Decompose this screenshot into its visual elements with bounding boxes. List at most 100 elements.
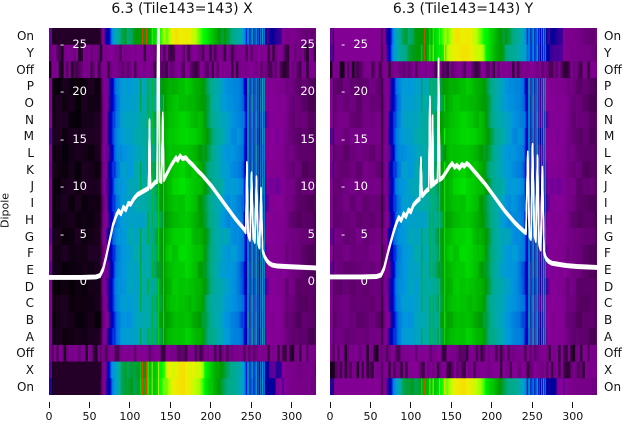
dipole-label-left: A: [25, 329, 34, 344]
overlay-scale-label-right: 15: [300, 131, 315, 146]
dipole-label-right: G: [604, 229, 614, 244]
dipole-label-right: L: [604, 146, 611, 161]
overlay-scale-label: 20: [72, 84, 87, 98]
overlay-scale-label: 10: [353, 179, 368, 193]
heatmap-panel-x: [49, 28, 316, 395]
overlay-scale-label: 25: [353, 36, 368, 51]
dipole-label-left: N: [25, 112, 34, 127]
overlay-scale-label-right: 20: [300, 84, 315, 98]
x-axis-tick: [250, 402, 252, 408]
dipole-label-left: Off: [16, 346, 34, 361]
dipole-label-left: C: [25, 296, 34, 311]
dipole-label-left: J: [30, 179, 34, 194]
dipole-label-right: Off: [604, 346, 622, 361]
dipole-label-left: On: [16, 29, 34, 44]
overlay-scale-label: 0: [360, 274, 368, 288]
x-tick-label: 100: [119, 410, 141, 423]
x-axis-tick: [48, 402, 50, 408]
dipole-label-right: C: [604, 296, 613, 311]
dipole-label-right: A: [604, 329, 613, 344]
dipole-label-right: X: [604, 362, 613, 377]
dipole-label-right: M: [604, 129, 615, 144]
overlay-scale-label: 0: [79, 274, 87, 288]
dipole-label-right: B: [604, 312, 613, 327]
x-tick-label: 150: [159, 410, 181, 423]
x-axis-tick: [410, 402, 412, 408]
heatmap-canvas-y: [330, 28, 597, 395]
x-tick-label: 100: [400, 410, 422, 423]
dipole-label-right: On: [604, 379, 622, 394]
x-tick-label: 300: [562, 410, 584, 423]
x-tick-label: 300: [281, 410, 303, 423]
dipole-label-right: Y: [604, 46, 612, 61]
x-tick-label: 0: [45, 410, 53, 423]
overlay-scale-label: 20: [353, 84, 368, 98]
overlay-scale-label: 10: [72, 179, 87, 193]
x-tick-label: 250: [521, 410, 543, 423]
overlay-scale-dash: -: [341, 131, 346, 146]
dipole-label-right: O: [604, 96, 614, 111]
x-tick-label: 200: [200, 410, 222, 423]
overlay-scale-dash: -: [341, 179, 346, 193]
x-tick-label: 150: [440, 410, 462, 423]
overlay-scale-label-right: 0: [307, 274, 315, 288]
overlay-scale-dash: -: [341, 226, 346, 241]
dipole-label-left: L: [27, 146, 34, 161]
dipole-label-left: G: [24, 229, 34, 244]
x-axis-tick: [129, 402, 131, 408]
dipole-label-left: On: [16, 379, 34, 394]
dipole-label-left: Y: [26, 46, 34, 61]
x-axis-tick: [291, 402, 293, 408]
dipole-label-right: Off: [604, 62, 622, 77]
x-tick-label: 50: [82, 410, 97, 423]
x-tick-label: 0: [326, 410, 334, 423]
panel-title-x: 6.3 (Tile143=143) X: [111, 1, 253, 17]
overlay-scale-dash: -: [60, 179, 65, 193]
overlay-scale-label-right: 10: [300, 179, 315, 193]
x-axis-tick: [572, 402, 574, 408]
x-axis-tick: [491, 402, 493, 408]
dipole-label-left: E: [26, 262, 34, 277]
overlay-scale-label-right: 25: [300, 36, 315, 51]
dipole-label-left: I: [30, 196, 34, 211]
dipole-label-left: F: [27, 246, 34, 261]
x-axis-tick: [329, 402, 331, 408]
x-axis-tick: [531, 402, 533, 408]
dipole-label-left: X: [25, 362, 34, 377]
dipole-label-right: N: [604, 112, 613, 127]
x-axis-tick: [169, 402, 171, 408]
dipole-label-right: On: [604, 29, 622, 44]
dipole-label-right: D: [604, 279, 614, 294]
overlay-scale-label: 5: [79, 226, 87, 241]
dipole-label-left: K: [26, 162, 34, 177]
overlay-scale-dash: -: [60, 226, 65, 241]
dipole-label-left: B: [25, 312, 34, 327]
overlay-scale-dash: -: [341, 84, 346, 98]
dipole-label-right: K: [604, 162, 612, 177]
x-axis-tick: [88, 402, 90, 408]
overlay-scale-label: 15: [353, 131, 368, 146]
x-axis-tick: [450, 402, 452, 408]
x-axis-tick: [210, 402, 212, 408]
overlay-scale-dash: -: [60, 131, 65, 146]
overlay-scale-dash: -: [60, 36, 65, 51]
x-tick-label: 200: [481, 410, 503, 423]
dipole-label-left: D: [24, 279, 34, 294]
dipole-label-left: M: [23, 129, 34, 144]
heatmap-canvas-x: [49, 28, 316, 395]
panel-title-y: 6.3 (Tile143=143) Y: [392, 1, 534, 17]
x-axis-tick: [369, 402, 371, 408]
dipole-label-right: P: [604, 79, 612, 94]
heatmap-panel-y: [330, 28, 597, 395]
overlay-scale-dash: -: [60, 84, 65, 98]
overlay-scale-label: 15: [72, 131, 87, 146]
dipole-label-right: J: [604, 179, 608, 194]
overlay-scale-label-right: 5: [307, 226, 315, 241]
overlay-scale-dash: -: [341, 36, 346, 51]
dipole-label-left: H: [24, 212, 34, 227]
dipole-label-right: E: [604, 262, 612, 277]
dipole-label-right: H: [604, 212, 614, 227]
x-tick-label: 50: [363, 410, 378, 423]
dipole-label-right: F: [604, 246, 611, 261]
